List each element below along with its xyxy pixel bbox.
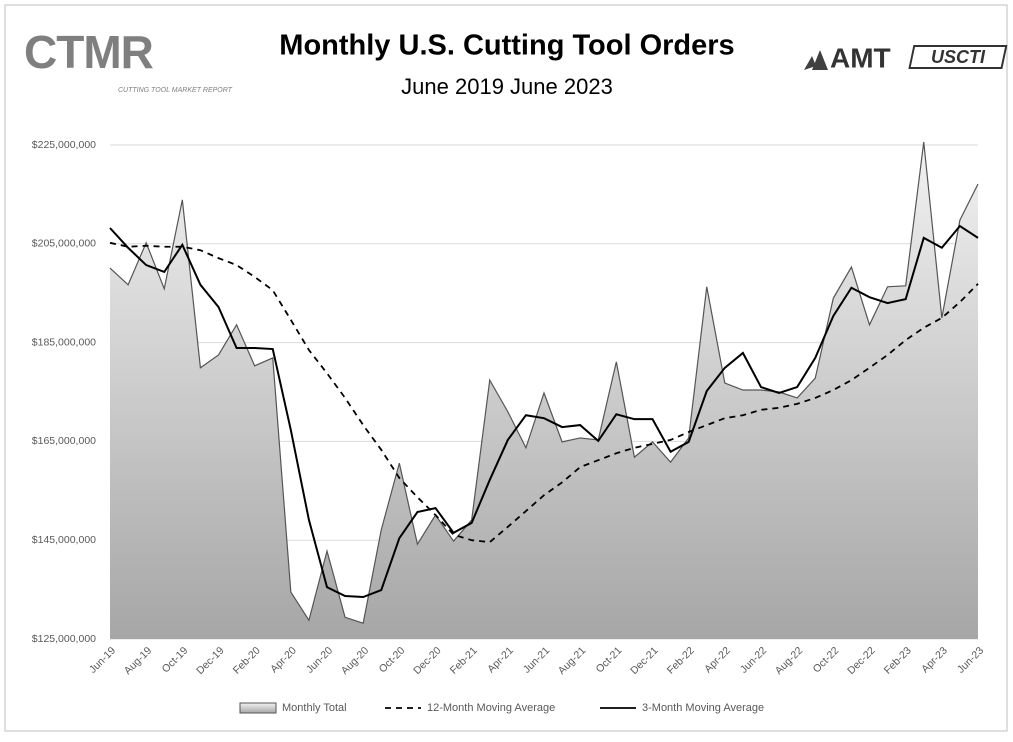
y-tick-label: $185,000,000 <box>32 336 96 348</box>
x-tick-label: Oct-21 <box>594 644 625 675</box>
x-tick-label: Aug-22 <box>773 644 806 677</box>
x-tick-label: Apr-22 <box>702 644 733 675</box>
area-outline <box>109 141 979 624</box>
x-tick-label: Dec-19 <box>194 644 227 677</box>
logo-right: AMT USCTI <box>804 42 1008 73</box>
legend-swatch <box>239 702 277 714</box>
chart-title: Monthly U.S. Cutting Tool Orders <box>279 30 734 62</box>
logo-text: CTMR <box>24 26 154 78</box>
x-tick-label: Apr-23 <box>919 644 950 675</box>
x-tick-label: Aug-20 <box>339 644 372 677</box>
logo-left: CTMR CUTTING TOOL MARKET REPORT <box>24 26 233 94</box>
x-tick-label: Feb-20 <box>231 644 263 676</box>
legend-label: 12-Month Moving Average <box>427 702 555 714</box>
line <box>109 241 979 544</box>
frame <box>4 4 1008 732</box>
legend-label: 3-Month Moving Average <box>642 702 764 714</box>
line <box>109 224 979 599</box>
x-tick-label: Apr-20 <box>268 644 299 675</box>
x-tick-label: Oct-20 <box>377 644 408 675</box>
y-tick-label: $165,000,000 <box>32 435 96 447</box>
chart-subtitle: June 2019 June 2023 <box>401 74 613 99</box>
x-tick-label: Aug-21 <box>556 644 589 677</box>
y-tick-label: $145,000,000 <box>32 534 96 546</box>
x-tick-label: Jun-21 <box>521 644 552 675</box>
x-tick-label: Oct-19 <box>160 644 191 675</box>
logo-subtext: CUTTING TOOL MARKET REPORT <box>118 87 233 94</box>
x-tick-label: Jun-23 <box>955 644 986 675</box>
logo-text: AMT <box>830 42 891 73</box>
x-tick-label: Dec-22 <box>845 644 878 677</box>
logo-icon <box>804 50 828 70</box>
logo-box <box>908 45 1008 69</box>
y-tick-label: $225,000,000 <box>32 139 96 151</box>
x-tick-label: Jun-20 <box>304 644 335 675</box>
logo-text: USCTI <box>931 47 986 67</box>
x-tick-label: Dec-20 <box>411 644 444 677</box>
x-tick-label: Jun-22 <box>738 644 769 675</box>
legend-label: Monthly Total <box>282 702 347 714</box>
x-tick-label: Dec-21 <box>628 644 661 677</box>
x-tick-label: Jun-19 <box>87 644 118 675</box>
x-tick-label: Feb-22 <box>665 644 697 676</box>
y-tick-label: $125,000,000 <box>32 633 96 645</box>
x-tick-label: Apr-21 <box>485 644 516 675</box>
y-tick-label: $205,000,000 <box>32 238 96 250</box>
x-tick-label: Oct-22 <box>811 644 842 675</box>
x-tick-label: Feb-21 <box>448 644 480 676</box>
x-tick-label: Aug-19 <box>122 644 155 677</box>
x-tick-label: Feb-23 <box>882 644 914 676</box>
area <box>110 142 978 639</box>
